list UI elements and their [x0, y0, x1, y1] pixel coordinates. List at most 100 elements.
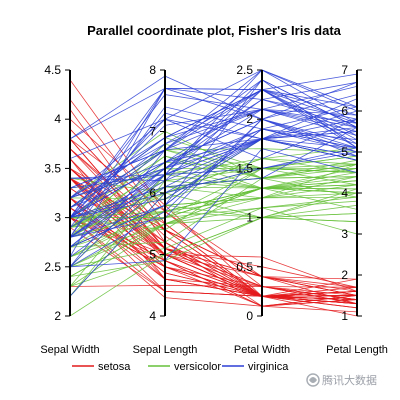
series-line-virginica-20 — [69, 151, 358, 297]
series-line-virginica-26 — [69, 110, 358, 199]
axis-petal-width: 0 0.5 1 1.5 2 2.5 Petal Width — [234, 63, 290, 356]
series-line-virginica-23 — [69, 81, 358, 238]
axes-layer: 2 2.5 3 3.5 4 4.5 Sepal Width 4 5 6 7 8 Sepal Length… — [40, 63, 388, 356]
tick-label: 1 — [246, 211, 253, 225]
series-line-virginica-42 — [69, 89, 358, 209]
tick-label: 0 — [246, 309, 253, 323]
series-line-versicolor-38 — [69, 174, 358, 287]
tick-label: 0.5 — [236, 260, 253, 274]
series-line-setosa-38 — [69, 158, 358, 307]
series-line-virginica-45 — [69, 69, 358, 189]
series-line-versicolor-50 — [69, 187, 358, 238]
tick-label: 1 — [341, 309, 348, 323]
series-line-versicolor-24 — [69, 163, 358, 238]
brand-logo-icon — [306, 373, 320, 387]
tick-label: 4 — [54, 112, 61, 126]
series-line-virginica-44 — [69, 89, 358, 199]
axis-label-sepal-length: Sepal Length — [133, 344, 198, 356]
series-line-versicolor-43 — [69, 192, 358, 258]
tick-label: 6 — [341, 104, 348, 118]
legend-label-setosa: setosa — [98, 361, 131, 373]
tick-label: 5 — [341, 145, 348, 159]
tick-label: 2.5 — [44, 260, 61, 274]
series-line-versicolor-20 — [69, 196, 358, 268]
tick-label: 3.5 — [44, 161, 61, 175]
series-line-setosa-47 — [69, 138, 358, 297]
tick-label: 3 — [54, 211, 61, 225]
series-setosa — [69, 79, 358, 317]
series-line-virginica-46 — [69, 89, 358, 218]
series-line-setosa-42 — [69, 284, 358, 305]
tick-label: 4.5 — [44, 63, 61, 77]
tick-label: 3 — [341, 227, 348, 241]
tick-label: 1.5 — [236, 161, 253, 175]
legend-label-virginica: virginica — [248, 361, 289, 373]
series-line-versicolor-40 — [69, 187, 358, 268]
series-line-virginica-47 — [69, 128, 358, 268]
series-line-virginica-43 — [69, 128, 358, 248]
axis-petal-length: 1 2 3 4 5 6 7 Petal Length — [326, 63, 388, 356]
tick-label: 2 — [54, 309, 61, 323]
legend-item-versicolor: versicolor — [148, 361, 221, 373]
legend: setosa versicolor virginica — [72, 361, 289, 373]
series-line-virginica-32 — [69, 75, 358, 140]
series-line-virginica-50 — [69, 138, 358, 218]
series-line-setosa-49 — [69, 148, 358, 297]
series-line-versicolor-41 — [69, 176, 358, 258]
series-line-setosa-27 — [69, 177, 358, 292]
series-line-virginica-12 — [69, 128, 358, 248]
series-line-versicolor-9 — [69, 155, 358, 228]
series-line-virginica-13 — [69, 108, 358, 218]
series-line-setosa-33 — [69, 109, 358, 307]
legend-label-versicolor: versicolor — [174, 361, 221, 373]
series-virginica — [69, 69, 358, 297]
series-line-virginica-35 — [69, 127, 358, 258]
tick-label: 6 — [149, 186, 156, 200]
series-line-virginica-48 — [69, 118, 358, 218]
series-line-versicolor-48 — [69, 180, 358, 228]
series-line-virginica-18 — [69, 81, 358, 140]
tick-label: 4 — [149, 309, 156, 323]
series-line-virginica-10 — [69, 69, 358, 159]
tick-label: 2.5 — [236, 63, 253, 77]
series-line-virginica-38 — [69, 131, 358, 209]
series-line-versicolor-30 — [69, 210, 358, 258]
tick-label: 2 — [246, 112, 253, 126]
watermark-text: 腾讯大数据 — [322, 373, 377, 387]
axis-label-sepal-width: Sepal Width — [40, 344, 99, 356]
tick-label: 4 — [341, 186, 348, 200]
series-line-virginica-39 — [69, 138, 358, 218]
series-layer — [69, 69, 358, 317]
chart-title: Parallel coordinate plot, Fisher's Iris … — [87, 23, 342, 38]
series-line-virginica-49 — [69, 89, 358, 182]
series-line-versicolor-35 — [69, 167, 358, 231]
series-line-setosa-24 — [69, 187, 358, 288]
legend-item-virginica: virginica — [222, 361, 289, 373]
series-line-virginica-30 — [69, 118, 358, 218]
series-line-versicolor-32 — [69, 204, 358, 277]
tick-label: 2 — [341, 268, 348, 282]
series-line-setosa-44 — [69, 168, 358, 292]
tick-label: 5 — [149, 248, 156, 262]
series-line-versicolor-27 — [69, 143, 358, 238]
series-line-versicolor-44 — [69, 217, 358, 287]
series-line-virginica-31 — [69, 106, 358, 238]
tick-label: 7 — [149, 125, 156, 139]
axis-sepal-width: 2 2.5 3 3.5 4 4.5 Sepal Width — [40, 63, 99, 356]
tick-label: 8 — [149, 63, 156, 77]
series-line-versicolor-49 — [69, 207, 358, 268]
legend-item-setosa: setosa — [72, 361, 131, 373]
axis-sepal-length: 4 5 6 7 8 Sepal Length — [133, 63, 198, 356]
series-line-versicolor-36 — [69, 158, 358, 194]
axis-label-petal-length: Petal Length — [326, 344, 388, 356]
series-line-virginica-34 — [69, 147, 358, 238]
series-line-virginica-22 — [69, 118, 358, 238]
axis-label-petal-width: Petal Width — [234, 344, 290, 356]
series-line-virginica-36 — [69, 87, 358, 218]
tick-label: 7 — [341, 63, 348, 77]
series-line-virginica-28 — [69, 138, 358, 218]
watermark: 腾讯大数据 — [306, 373, 377, 387]
series-line-virginica-41 — [69, 79, 358, 209]
series-line-virginica-33 — [69, 99, 358, 238]
